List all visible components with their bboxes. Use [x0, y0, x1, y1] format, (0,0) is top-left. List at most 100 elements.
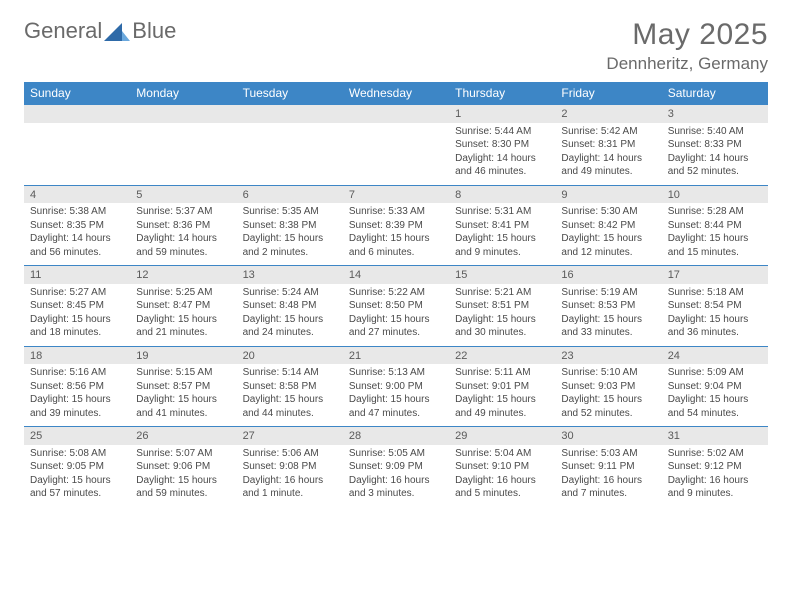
sunset-text: Sunset: 9:00 PM — [349, 380, 443, 394]
day-info-cell: Sunrise: 5:37 AMSunset: 8:36 PMDaylight:… — [130, 203, 236, 266]
day-info-cell: Sunrise: 5:05 AMSunset: 9:09 PMDaylight:… — [343, 445, 449, 507]
daylight-text: Daylight: 16 hours and 9 minutes. — [668, 474, 762, 501]
sunset-text: Sunset: 8:33 PM — [668, 138, 762, 152]
daylight-text: Daylight: 15 hours and 24 minutes. — [243, 313, 337, 340]
sunrise-text: Sunrise: 5:40 AM — [668, 125, 762, 139]
day-number-cell: 25 — [24, 427, 130, 445]
day-number-cell: 27 — [237, 427, 343, 445]
sunrise-text: Sunrise: 5:03 AM — [561, 447, 655, 461]
daylight-text: Daylight: 15 hours and 2 minutes. — [243, 232, 337, 259]
brand-logo: General Blue — [24, 18, 176, 44]
sunset-text: Sunset: 8:57 PM — [136, 380, 230, 394]
daylight-text: Daylight: 15 hours and 44 minutes. — [243, 393, 337, 420]
sunset-text: Sunset: 9:10 PM — [455, 460, 549, 474]
day-info-cell: Sunrise: 5:44 AMSunset: 8:30 PMDaylight:… — [449, 123, 555, 186]
day-number-cell: 23 — [555, 346, 661, 364]
daylight-text: Daylight: 15 hours and 21 minutes. — [136, 313, 230, 340]
day-info-row: Sunrise: 5:16 AMSunset: 8:56 PMDaylight:… — [24, 364, 768, 427]
day-info-cell: Sunrise: 5:28 AMSunset: 8:44 PMDaylight:… — [662, 203, 768, 266]
sunset-text: Sunset: 8:41 PM — [455, 219, 549, 233]
daylight-text: Daylight: 15 hours and 15 minutes. — [668, 232, 762, 259]
weekday-header: Monday — [130, 82, 236, 105]
daylight-text: Daylight: 14 hours and 46 minutes. — [455, 152, 549, 179]
sunrise-text: Sunrise: 5:06 AM — [243, 447, 337, 461]
day-info-cell: Sunrise: 5:11 AMSunset: 9:01 PMDaylight:… — [449, 364, 555, 427]
daylight-text: Daylight: 15 hours and 41 minutes. — [136, 393, 230, 420]
daylight-text: Daylight: 14 hours and 52 minutes. — [668, 152, 762, 179]
sunset-text: Sunset: 8:42 PM — [561, 219, 655, 233]
daylight-text: Daylight: 16 hours and 3 minutes. — [349, 474, 443, 501]
daylight-text: Daylight: 15 hours and 59 minutes. — [136, 474, 230, 501]
day-number-cell: 29 — [449, 427, 555, 445]
day-number-cell: 9 — [555, 185, 661, 203]
day-info-cell: Sunrise: 5:30 AMSunset: 8:42 PMDaylight:… — [555, 203, 661, 266]
sunrise-text: Sunrise: 5:16 AM — [30, 366, 124, 380]
day-number-cell: 21 — [343, 346, 449, 364]
day-info-cell: Sunrise: 5:24 AMSunset: 8:48 PMDaylight:… — [237, 284, 343, 347]
sunrise-text: Sunrise: 5:33 AM — [349, 205, 443, 219]
day-number-cell: 30 — [555, 427, 661, 445]
daylight-text: Daylight: 15 hours and 54 minutes. — [668, 393, 762, 420]
daylight-text: Daylight: 16 hours and 5 minutes. — [455, 474, 549, 501]
day-number-cell: 11 — [24, 266, 130, 284]
sunset-text: Sunset: 9:11 PM — [561, 460, 655, 474]
day-number-cell: 26 — [130, 427, 236, 445]
sunrise-text: Sunrise: 5:31 AM — [455, 205, 549, 219]
sunset-text: Sunset: 9:06 PM — [136, 460, 230, 474]
sunset-text: Sunset: 8:50 PM — [349, 299, 443, 313]
day-info-cell: Sunrise: 5:19 AMSunset: 8:53 PMDaylight:… — [555, 284, 661, 347]
calendar-table: SundayMondayTuesdayWednesdayThursdayFrid… — [24, 82, 768, 507]
sunrise-text: Sunrise: 5:11 AM — [455, 366, 549, 380]
weekday-header: Sunday — [24, 82, 130, 105]
sunset-text: Sunset: 9:04 PM — [668, 380, 762, 394]
sunset-text: Sunset: 9:03 PM — [561, 380, 655, 394]
daylight-text: Daylight: 14 hours and 59 minutes. — [136, 232, 230, 259]
day-info-cell: Sunrise: 5:38 AMSunset: 8:35 PMDaylight:… — [24, 203, 130, 266]
day-info-cell: Sunrise: 5:40 AMSunset: 8:33 PMDaylight:… — [662, 123, 768, 186]
day-info-cell: Sunrise: 5:18 AMSunset: 8:54 PMDaylight:… — [662, 284, 768, 347]
sunset-text: Sunset: 8:30 PM — [455, 138, 549, 152]
day-info-cell: Sunrise: 5:27 AMSunset: 8:45 PMDaylight:… — [24, 284, 130, 347]
sunrise-text: Sunrise: 5:08 AM — [30, 447, 124, 461]
sunrise-text: Sunrise: 5:27 AM — [30, 286, 124, 300]
day-info-row: Sunrise: 5:27 AMSunset: 8:45 PM Daylight:… — [24, 284, 768, 347]
sunset-text: Sunset: 8:48 PM — [243, 299, 337, 313]
sunrise-text: Sunrise: 5:02 AM — [668, 447, 762, 461]
day-info-cell: Sunrise: 5:31 AMSunset: 8:41 PMDaylight:… — [449, 203, 555, 266]
daylight-text: Daylight: 14 hours and 56 minutes. — [30, 232, 124, 259]
sunrise-text: Sunrise: 5:14 AM — [243, 366, 337, 380]
sunrise-text: Sunrise: 5:30 AM — [561, 205, 655, 219]
day-number-cell: 31 — [662, 427, 768, 445]
sunrise-text: Sunrise: 5:21 AM — [455, 286, 549, 300]
calendar-body: 123Sunrise: 5:44 AMSunset: 8:30 PMDaylig… — [24, 105, 768, 507]
brand-triangle-icon — [104, 21, 130, 41]
sunrise-text: Sunrise: 5:25 AM — [136, 286, 230, 300]
daylight-text: Daylight: 16 hours and 7 minutes. — [561, 474, 655, 501]
day-info-cell: Sunrise: 5:14 AMSunset: 8:58 PMDaylight:… — [237, 364, 343, 427]
sunset-text: Sunset: 8:31 PM — [561, 138, 655, 152]
day-info-row: Sunrise: 5:08 AMSunset: 9:05 PMDaylight:… — [24, 445, 768, 507]
sunrise-text: Sunrise: 5:22 AM — [349, 286, 443, 300]
page-title: May 2025 — [606, 18, 768, 52]
day-info-cell: Sunrise: 5:03 AMSunset: 9:11 PMDaylight:… — [555, 445, 661, 507]
sunset-text: Sunset: 8:45 PM — [30, 299, 124, 313]
day-info-cell — [343, 123, 449, 186]
sunset-text: Sunset: 9:01 PM — [455, 380, 549, 394]
daylight-text: Daylight: 15 hours and 6 minutes. — [349, 232, 443, 259]
day-number-cell: 18 — [24, 346, 130, 364]
sunset-text: Sunset: 8:53 PM — [561, 299, 655, 313]
day-number-cell: 24 — [662, 346, 768, 364]
day-number-cell: 13 — [237, 266, 343, 284]
day-number-cell: 8 — [449, 185, 555, 203]
page-subtitle: Dennheritz, Germany — [606, 54, 768, 74]
sunrise-text: Sunrise: 5:07 AM — [136, 447, 230, 461]
day-number-cell: 16 — [555, 266, 661, 284]
sunset-text: Sunset: 8:58 PM — [243, 380, 337, 394]
day-number-cell: 3 — [662, 105, 768, 123]
day-number-cell — [343, 105, 449, 123]
sunrise-text: Sunrise: 5:37 AM — [136, 205, 230, 219]
day-number-cell: 6 — [237, 185, 343, 203]
day-info-cell: Sunrise: 5:10 AMSunset: 9:03 PMDaylight:… — [555, 364, 661, 427]
day-number-cell: 7 — [343, 185, 449, 203]
day-info-row: Sunrise: 5:38 AMSunset: 8:35 PMDaylight:… — [24, 203, 768, 266]
